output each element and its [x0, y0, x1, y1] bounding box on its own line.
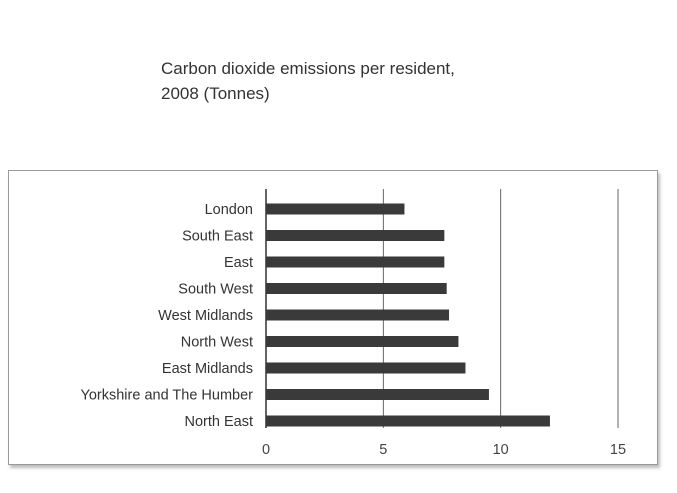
category-label: North East	[185, 414, 254, 430]
x-tick-label: 10	[493, 442, 509, 458]
x-tick-label: 15	[610, 442, 626, 458]
category-label: West Midlands	[158, 308, 253, 324]
category-label: East	[224, 255, 253, 271]
bar	[266, 283, 447, 294]
bar	[266, 389, 489, 400]
chart-frame: 0 5 10 15 London South East East South West West…	[8, 170, 658, 465]
category-label: East Midlands	[162, 361, 253, 377]
bar	[266, 362, 466, 374]
category-label: South West	[178, 282, 253, 298]
bar	[266, 309, 450, 321]
bar	[266, 415, 550, 427]
chart-title: Carbon dioxide emissions per resident, 2…	[161, 56, 455, 106]
x-tick-label: 0	[262, 442, 270, 458]
bar	[266, 230, 445, 241]
x-tick-label: 5	[379, 442, 387, 458]
bar-chart: 0 5 10 15 London South East East South West West…	[81, 189, 626, 458]
bar	[266, 203, 405, 215]
chart-title-line-1: Carbon dioxide emissions per resident,	[161, 59, 455, 78]
category-label: South East	[182, 229, 253, 245]
category-label: North West	[181, 335, 253, 351]
chart-title-line-2: 2008 (Tonnes)	[161, 84, 270, 103]
bar	[266, 336, 459, 347]
bar	[266, 256, 445, 268]
category-label: Yorkshire and The Humber	[81, 388, 254, 404]
category-label: London	[205, 202, 253, 218]
